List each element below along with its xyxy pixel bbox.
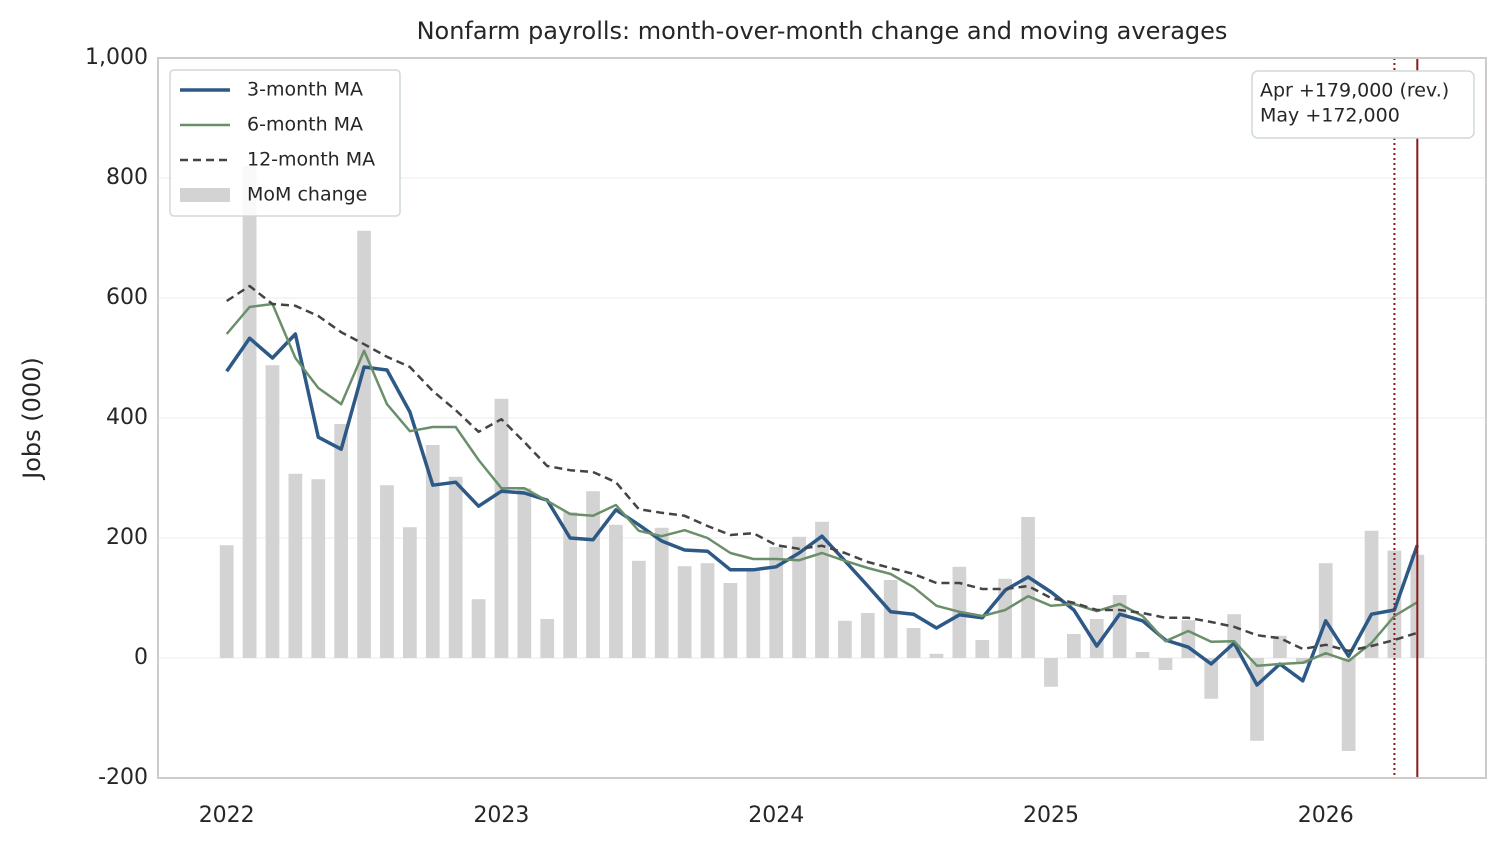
bar (838, 620, 852, 658)
legend-label: 3-month MA (247, 79, 363, 101)
bar (1158, 658, 1173, 670)
bar (815, 521, 829, 658)
bar (311, 479, 326, 658)
bar (1341, 658, 1356, 751)
bar (448, 476, 463, 658)
bar (998, 578, 1013, 658)
bar (334, 424, 349, 658)
annotation-text: May +172,000 (1260, 105, 1400, 127)
line-series (225, 332, 1419, 687)
bar (769, 547, 784, 658)
bar (792, 536, 806, 658)
legend-label: 6-month MA (247, 114, 363, 136)
bar (1364, 530, 1379, 658)
bar (471, 599, 486, 658)
bar (425, 445, 440, 658)
bar (746, 568, 761, 658)
y-tick-label: 1,000 (85, 45, 148, 70)
bar (723, 583, 738, 658)
bar (288, 473, 303, 658)
x-tick-label: 2026 (1298, 803, 1354, 828)
bar (380, 485, 394, 658)
legend-label: 12-month MA (247, 149, 375, 171)
y-axis-label: Jobs (000) (18, 357, 46, 481)
bar (1066, 634, 1081, 658)
bar (631, 560, 646, 658)
bar (929, 653, 944, 658)
chart-title: Nonfarm payrolls: month-over-month chang… (417, 17, 1228, 45)
bar (677, 566, 692, 658)
x-tick-label: 2023 (473, 803, 529, 828)
bar (219, 545, 234, 658)
bar (540, 619, 555, 658)
bar (1250, 658, 1264, 741)
bar (609, 524, 623, 658)
bar (906, 628, 921, 658)
line-series (226, 284, 1418, 653)
y-tick-label: 600 (106, 285, 148, 310)
y-tick-label: 400 (106, 405, 148, 430)
bar (883, 580, 898, 658)
bar (242, 166, 257, 658)
bar (1021, 517, 1035, 658)
y-tick-label: -200 (98, 765, 148, 790)
annotation-box (1251, 70, 1475, 139)
bar (1273, 635, 1287, 658)
bar (1135, 652, 1150, 658)
bar (494, 398, 509, 658)
bar (1089, 619, 1104, 658)
y-tick-label: 0 (134, 645, 148, 670)
legend-swatch (180, 188, 230, 202)
bar (265, 365, 280, 658)
bar (357, 230, 371, 659)
bar (402, 527, 417, 658)
plot-frame (157, 57, 1487, 779)
legend-label: MoM change (247, 184, 367, 206)
line-series (225, 302, 1418, 668)
bar (563, 512, 578, 658)
bar (1295, 658, 1310, 664)
x-tick-label: 2022 (199, 803, 255, 828)
x-tick-label: 2024 (748, 803, 804, 828)
bar (860, 613, 875, 658)
legend-box (169, 69, 401, 217)
bar (517, 488, 532, 658)
bar (654, 527, 669, 658)
bar (700, 563, 715, 658)
y-tick-label: 800 (106, 165, 148, 190)
x-tick-label: 2025 (1023, 803, 1079, 828)
bar (1044, 658, 1058, 687)
bar (975, 640, 990, 658)
y-tick-label: 200 (106, 525, 148, 550)
bar (1204, 658, 1219, 699)
annotation-text: Apr +179,000 (rev.) (1260, 80, 1449, 102)
